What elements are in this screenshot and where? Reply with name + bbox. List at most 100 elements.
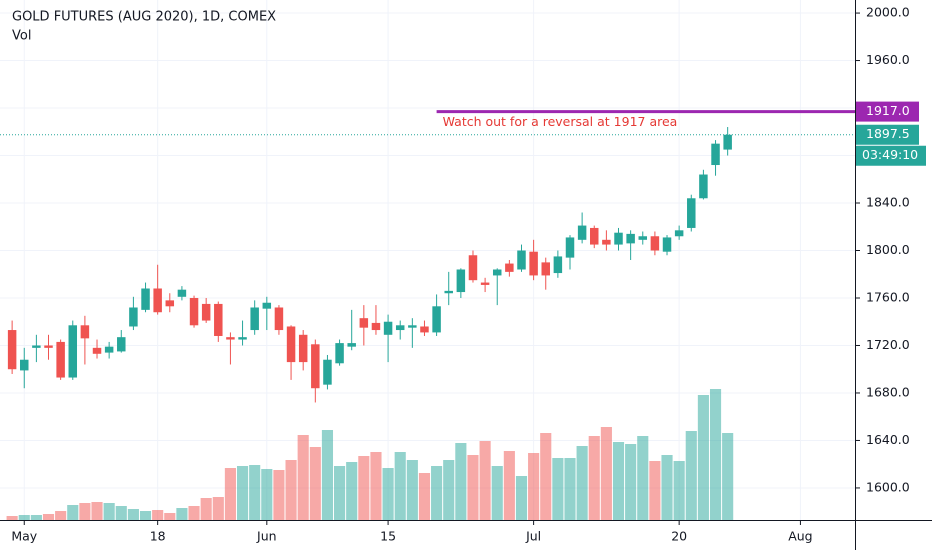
volume-bar [30,515,42,520]
volume-bar [612,442,625,520]
candle-body [687,198,696,228]
candle-body [238,337,247,340]
volume-bar [515,476,528,520]
volume-bar [528,453,540,520]
candle-body [298,334,308,363]
volume-bar [431,466,443,520]
candle-body [420,326,429,333]
candle-body [456,269,466,293]
candle-body [674,230,684,237]
candle-body [335,343,344,364]
volume-bar [418,473,431,520]
candle-body [262,302,272,309]
volume-bar [540,433,552,520]
volume-bar [127,509,139,520]
volume-bar [224,468,236,520]
last-price-label: 1897.5 [866,126,910,141]
candle-body [347,343,356,347]
volume-bar [200,498,212,520]
volume-bar [91,502,103,520]
volume-bar [346,462,358,520]
x-tick-label: 20 [671,529,687,544]
candle-body [395,325,405,331]
candle-body [505,263,514,272]
y-tick-label: 1640.0 [866,432,910,447]
y-tick-label: 1840.0 [866,195,910,210]
volume-bar [321,430,334,520]
y-tick-label: 1680.0 [866,384,910,399]
candle-layer [7,127,732,403]
candle-body [201,303,211,321]
volume-bar [722,433,734,520]
candle-body [286,326,296,363]
candle-body [32,345,41,348]
annotation-text: Watch out for a reversal at 1917 area [443,114,678,129]
volume-bar [552,458,564,520]
volume-bar [625,444,637,520]
candle-body [359,318,369,328]
candle-body [408,325,417,328]
countdown-label: 03:49:10 [862,147,918,162]
candle-body [323,359,332,385]
volume-bar [285,460,297,520]
candle-body [602,239,611,245]
candle-body [189,297,199,326]
volume-bar [479,441,491,520]
volume-bar [685,431,697,520]
volume-bar [18,515,30,520]
overlay-layer: Watch out for a reversal at 1917 area [0,110,855,136]
volume-bar [6,516,18,520]
candle-body [480,282,490,285]
volume-bar [649,461,661,520]
candle-body [638,236,648,240]
candle-body [20,359,29,371]
candle-body [177,289,187,297]
last-price-tag [856,124,919,145]
candle-body [274,307,284,331]
candle-body [68,325,78,378]
volume-bar [564,458,576,520]
volume-bar [176,508,188,520]
candle-body [104,346,114,353]
volume-bar [273,470,285,520]
candle-body [92,347,102,354]
candle-body [165,300,175,307]
price-tag [856,101,919,122]
candle-body [699,174,708,199]
volume-bar [115,506,127,520]
volume-bar [382,468,394,520]
volume-bar [55,511,67,520]
volume-bar [188,506,200,520]
candle-body [577,225,587,240]
candle-body [129,307,138,327]
y-tick-label: 1720.0 [866,337,910,352]
candle-body [626,233,635,244]
price-tag-label: 1917.0 [866,103,910,118]
volume-bar [79,503,91,520]
x-tick-label: Jun [256,529,277,544]
volume-layer [6,389,734,520]
volume-bar [673,461,685,520]
candle-body [44,345,53,348]
volume-bar [406,460,418,520]
y-tick-label: 2000.0 [866,5,910,20]
candle-body [56,341,65,378]
y-tick-label: 1600.0 [866,479,910,494]
volume-bar [249,465,261,520]
volume-bar [661,455,673,520]
candle-body [517,250,526,270]
volume-bar [236,466,249,520]
candle-body [432,306,441,333]
x-tick-label: 18 [150,529,166,544]
volume-bar [212,497,224,520]
volume-bar [491,466,503,520]
volume-bar [261,469,273,520]
candle-body [153,288,162,313]
y-tick-label: 1760.0 [866,289,910,304]
volume-bar [370,452,382,520]
chart-title: GOLD FUTURES (AUG 2020), 1D, COMEX [12,10,276,25]
candle-body [7,330,17,370]
candle-body [565,237,575,258]
candle-body [541,262,550,276]
